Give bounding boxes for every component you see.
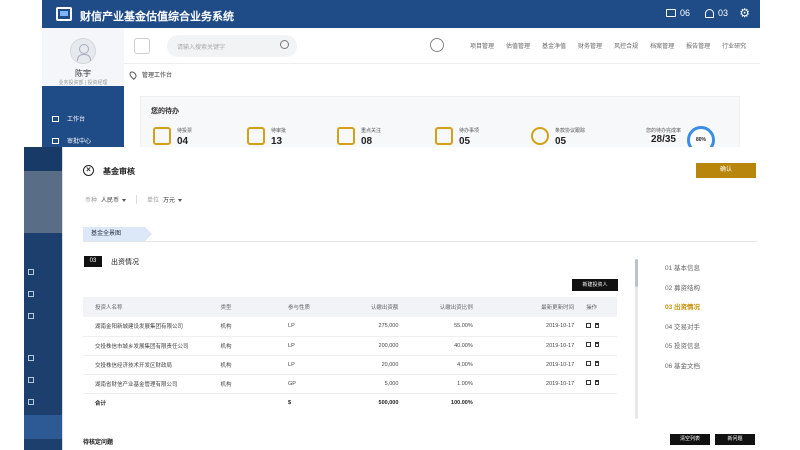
unit-label: 单位: [147, 198, 160, 204]
app-logo-icon: [56, 7, 72, 21]
step-capital-contribution[interactable]: 03 出资情况: [665, 304, 701, 312]
user-name: 陈宇: [75, 69, 91, 78]
table-row: 交投株信市城乡发展集团有限责任公司 机构 LP 200,000 40.00% 2…: [83, 336, 617, 356]
confirm-button[interactable]: 确认: [696, 163, 756, 178]
todo-panel: 您的待办 待投票 04 待审批 13 重点关注 08 待办事项 05 条款协议跟踪 05 …: [140, 96, 740, 152]
menu-item[interactable]: 项目管理: [470, 44, 495, 50]
edit-icon[interactable]: [586, 342, 592, 347]
stat-todo[interactable]: 待办事项 05: [435, 127, 479, 147]
stat-agreement[interactable]: 条款协议跟踪 05: [531, 127, 585, 147]
todo-title: 您的待办: [151, 108, 179, 115]
monitor-icon: [52, 115, 59, 122]
close-icon[interactable]: ×: [83, 165, 94, 176]
table-row: 湖南金阳新城建设发展集团有限公司 机构 LP 275,000 55.00% 20…: [83, 317, 617, 337]
modal-title: 基金审核: [103, 167, 135, 176]
scrollbar[interactable]: [635, 259, 638, 419]
stat-vote[interactable]: 待投票 04: [153, 127, 192, 147]
currency-label: 币种: [85, 198, 98, 204]
section-title: 出资情况: [111, 259, 139, 266]
breadcrumb: 管理工作台: [128, 69, 172, 80]
trash-icon[interactable]: [595, 380, 600, 385]
calendar-icon: [337, 127, 355, 145]
menu-icon[interactable]: [430, 38, 444, 52]
step-counterparty[interactable]: 04 交易对手: [665, 323, 701, 331]
tab-fund-overview[interactable]: 基金全景图: [83, 227, 152, 241]
step-investment-info[interactable]: 05 投资信息: [665, 343, 701, 351]
trash-icon[interactable]: [595, 361, 600, 366]
document-icon: [247, 127, 265, 145]
menu-item[interactable]: 基金净值: [542, 44, 567, 50]
table-row: 交投株信经济技术开发区财政局 机构 LP 20,000 4.00% 2019-1…: [83, 355, 617, 375]
menu-item[interactable]: 档案管理: [650, 44, 675, 50]
notifications-count: 03: [717, 8, 728, 18]
location-pin-icon: [128, 69, 138, 80]
main-header: 请输入搜索关键字 项目管理 估值管理 基金净值 财务管理 风控合规 档案管理 报…: [124, 28, 760, 64]
user-role: 业务投资部 | 投资经理: [58, 80, 108, 86]
fund-review-modal: × 基金审核 确认 币种 人民币 单位 万元 基金全景图 03 出资情况 新建投…: [62, 147, 776, 450]
messages-count: 06: [679, 8, 690, 18]
new-issue-button[interactable]: 新问题: [715, 434, 755, 445]
clear-list-button[interactable]: 清空列表: [670, 434, 710, 445]
search-input[interactable]: 请输入搜索关键字: [167, 35, 297, 57]
chevron-down-icon: [122, 198, 127, 202]
unit-select[interactable]: 万元: [163, 195, 183, 204]
sidebar-nav: 工作台 审批中心: [42, 86, 124, 156]
avatar[interactable]: [70, 38, 96, 64]
table-total-row: 合计 $ 500,000 100.00%: [95, 399, 473, 407]
menu-item[interactable]: 报告管理: [686, 44, 711, 50]
messages-button[interactable]: 06: [665, 8, 690, 18]
grid-menu-icon[interactable]: [134, 38, 150, 54]
app-title: 财信产业基金估值综合业务系统: [80, 11, 234, 23]
search-icon[interactable]: [280, 40, 289, 49]
table-row: 湖南省财信产业基金管理有限公司 机构 GP 5,000 1.00% 2019-1…: [83, 374, 617, 394]
menu-item[interactable]: 风控合规: [614, 44, 639, 50]
menu-item[interactable]: 估值管理: [506, 44, 531, 50]
menu-item[interactable]: 行业研究: [722, 44, 747, 50]
top-bar: 财信产业基金估值综合业务系统 06 03 ⚙: [42, 0, 760, 28]
sidebar-item-workbench[interactable]: 工作台: [52, 114, 85, 123]
message-icon: [665, 9, 676, 17]
trash-icon[interactable]: [595, 342, 600, 347]
currency-select[interactable]: 人民币: [101, 195, 127, 204]
completion-stat: 您的待办完成率 28/35: [645, 128, 681, 145]
tab-divider: [83, 241, 757, 242]
stat-focus[interactable]: 重点关注 08: [337, 127, 381, 147]
edit-icon[interactable]: [586, 380, 592, 385]
chevron-down-icon: [178, 198, 183, 202]
edit-icon: [435, 127, 453, 145]
top-menu: 项目管理 估值管理 基金净值 财务管理 风控合规 档案管理 报告管理 行业研究: [470, 41, 746, 50]
menu-item[interactable]: 财务管理: [578, 44, 603, 50]
new-investor-button[interactable]: 新建投资人: [572, 279, 618, 291]
investor-table: 投资人名称 类型 参与性质 认缴出资额 认缴出资比例 最新更新时间 操作 湖南金…: [83, 297, 617, 412]
agreement-icon: [531, 127, 549, 145]
stat-approval[interactable]: 待审批 13: [247, 127, 286, 147]
vote-icon: [153, 127, 171, 145]
dimmed-sidebar: [24, 147, 62, 450]
edit-icon[interactable]: [586, 322, 592, 328]
table-header-row: 投资人名称 类型 参与性质 认缴出资额 认缴出资比例 最新更新时间 操作: [83, 297, 617, 317]
pending-issues-title: 待核定问题: [83, 440, 114, 446]
step-fund-docs[interactable]: 06 基金文档: [665, 362, 701, 370]
section-number: 03: [84, 256, 102, 267]
bell-icon: [704, 8, 714, 18]
approval-icon: [52, 137, 59, 144]
gear-icon[interactable]: ⚙: [739, 6, 750, 20]
step-fundraising[interactable]: 02 募资结构: [665, 284, 701, 292]
filters: 币种 人民币 单位 万元: [85, 195, 183, 204]
trash-icon[interactable]: [595, 322, 600, 328]
sidebar-item-approval[interactable]: 审批中心: [52, 136, 91, 145]
edit-icon[interactable]: [586, 361, 592, 366]
notifications-button[interactable]: 03: [704, 8, 728, 18]
step-nav: 01 基本信息 02 募资结构 03 出资情况 04 交易对手 05 投资信息 …: [665, 263, 700, 381]
step-basic-info[interactable]: 01 基本信息: [665, 265, 701, 272]
